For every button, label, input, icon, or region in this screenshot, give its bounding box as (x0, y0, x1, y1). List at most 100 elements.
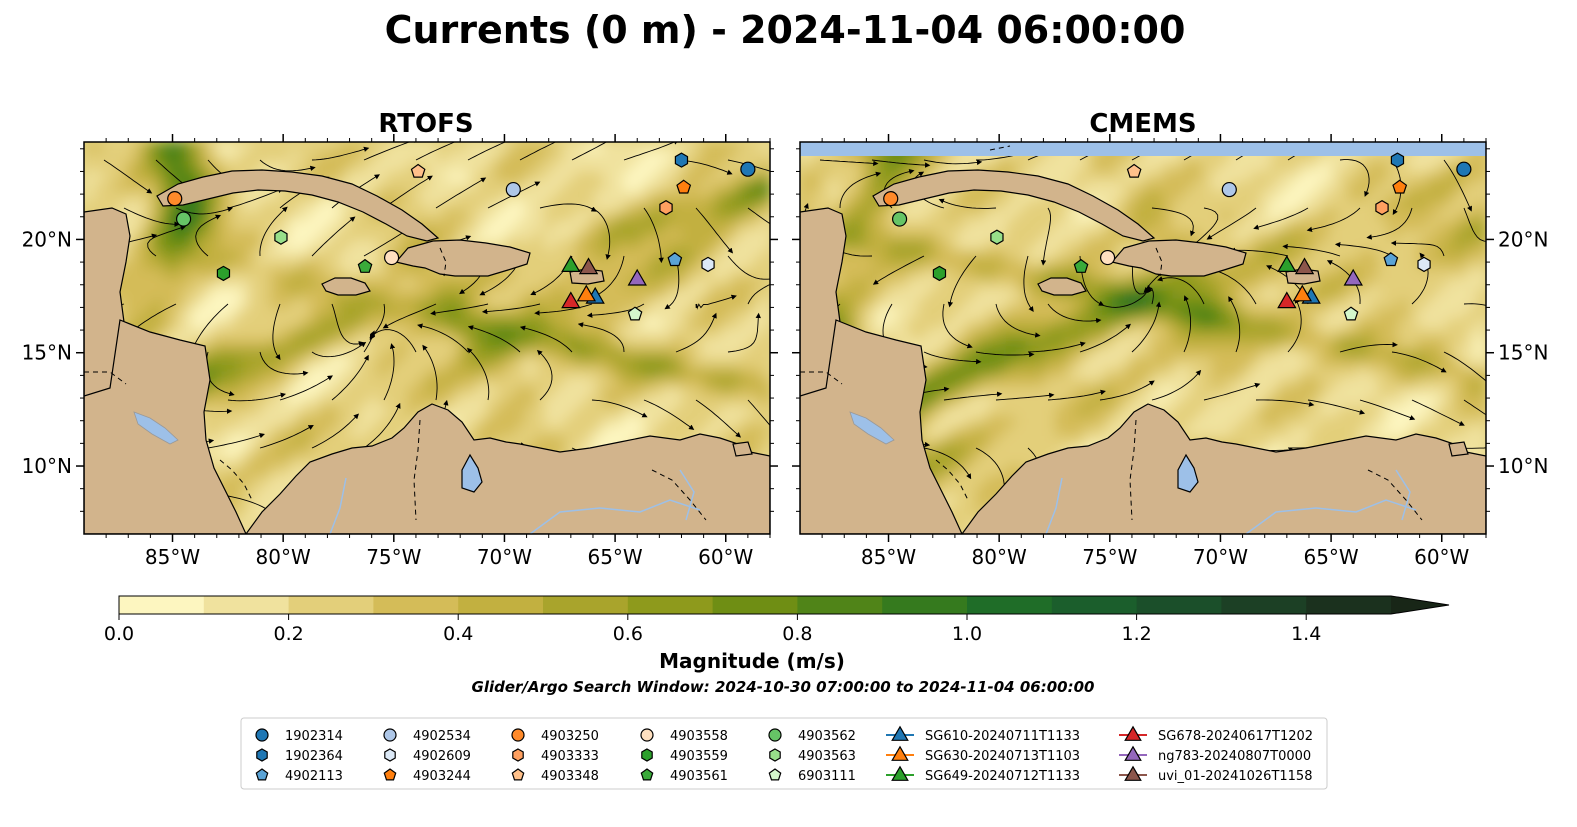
field-cell (917, 338, 928, 349)
field-cell (446, 220, 457, 231)
field-cell (652, 406, 663, 417)
field-cell (1250, 191, 1262, 202)
field-cell (642, 249, 653, 261)
field-cell (172, 151, 183, 163)
field-cell (829, 200, 840, 212)
field-cell (309, 210, 320, 221)
field-cell (544, 151, 555, 163)
field-cell (1045, 200, 1056, 212)
field-cell (1074, 151, 1085, 163)
field-cell (956, 426, 968, 437)
field-cell (966, 455, 977, 466)
field-cell (436, 161, 448, 172)
field-cell (1182, 357, 1193, 368)
field-cell (937, 328, 948, 339)
field-cell (927, 269, 938, 280)
field-cell (495, 298, 506, 310)
field-cell (525, 279, 536, 290)
land-honduras-rtofs (84, 319, 247, 534)
field-cell (740, 289, 751, 300)
field-cell (456, 289, 467, 300)
field-cell (201, 269, 212, 280)
field-cell (711, 367, 722, 378)
field-cell (986, 357, 997, 368)
streamline (369, 329, 417, 353)
field-cell (338, 328, 350, 339)
streamline (727, 255, 770, 280)
field-cell (1035, 269, 1046, 280)
field-cell (240, 455, 252, 466)
field-cell (319, 240, 330, 251)
field-cell (1054, 249, 1066, 261)
field-cell (260, 308, 271, 319)
field-cell (1250, 338, 1262, 349)
field-cell (172, 328, 183, 339)
field-cell (672, 230, 683, 241)
field-cell (1231, 220, 1242, 231)
field-cell (750, 328, 761, 339)
streamline (331, 354, 369, 401)
field-cell (270, 269, 281, 280)
field-cell (1172, 318, 1183, 329)
field-cell (1182, 171, 1193, 182)
field-cell (623, 220, 634, 231)
field-cell (878, 161, 889, 172)
field-cell (937, 161, 948, 172)
field-cell (564, 200, 575, 212)
field-cell (84, 161, 95, 172)
field-cell (534, 328, 546, 339)
field-cell (260, 289, 271, 300)
field-cell (937, 485, 948, 496)
field-cell (1133, 200, 1144, 212)
field-cell (84, 200, 95, 212)
field-cell (231, 230, 242, 241)
field-cell (162, 249, 173, 261)
field-cell (1103, 181, 1115, 192)
field-cell (211, 338, 222, 349)
field-cell (623, 396, 634, 408)
field-cell (564, 416, 575, 427)
field-cell (1074, 387, 1085, 398)
field-cell (800, 151, 811, 163)
field-cell (1113, 367, 1124, 378)
field-cell (250, 200, 261, 212)
field-cell (250, 318, 261, 329)
field-cell (142, 298, 154, 310)
field-cell (672, 161, 683, 172)
field-cell (623, 357, 634, 368)
field-cell (1084, 328, 1095, 339)
field-cell (632, 289, 644, 300)
field-cell (1084, 416, 1095, 427)
field-cell (456, 328, 467, 339)
field-cell (1045, 396, 1056, 408)
field-cell (505, 436, 516, 447)
field-cell (1025, 230, 1036, 241)
field-cell (358, 406, 369, 417)
field-cell (348, 377, 359, 388)
field-cell (348, 426, 359, 437)
field-cell (1201, 387, 1213, 398)
field-cell (103, 142, 114, 153)
marker-6903111 (627, 306, 643, 321)
field-cell (84, 151, 95, 163)
field-cell (652, 387, 663, 398)
field-cell (937, 259, 948, 270)
field-cell (113, 161, 124, 172)
field-cell (701, 200, 712, 212)
field-cell (515, 328, 526, 339)
field-cell (358, 269, 369, 280)
field-cell (534, 200, 546, 212)
field-cell (378, 318, 389, 329)
field-cell (1025, 249, 1036, 261)
field-cell (986, 485, 997, 496)
field-cell (966, 485, 977, 496)
field-cell (289, 240, 301, 251)
field-cell (927, 259, 938, 270)
field-cell (632, 142, 644, 153)
panel-title-cmems: CMEMS (1089, 109, 1196, 139)
field-cell (966, 230, 977, 241)
field-cell (113, 200, 124, 212)
streamline (519, 325, 573, 353)
field-cell (642, 289, 653, 300)
field-cell (378, 249, 389, 261)
